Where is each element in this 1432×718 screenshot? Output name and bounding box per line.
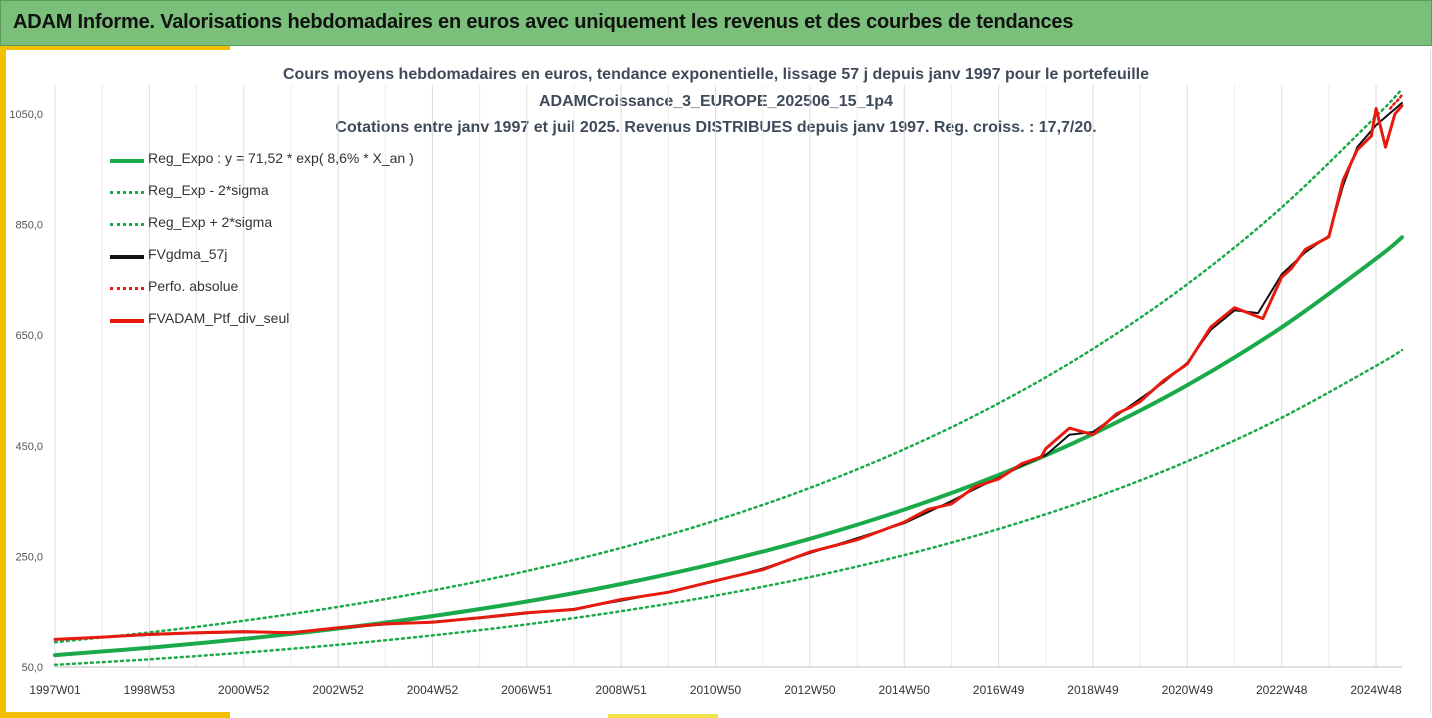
x-tick-label: 2010W50 (690, 683, 742, 697)
x-tick-label: 2014W50 (879, 683, 931, 697)
x-tick-label: 2002W52 (312, 683, 364, 697)
x-tick-label: 2016W49 (973, 683, 1025, 697)
x-tick-label: 2004W52 (407, 683, 459, 697)
legend-label: FVgdma_57j (148, 246, 228, 262)
report-title: ADAM Informe. Valorisations hebdomadaire… (13, 11, 1074, 33)
legend-swatch (110, 319, 144, 323)
x-tick-label: 2012W50 (784, 683, 836, 697)
y-tick-label: 650,0 (15, 330, 43, 342)
legend-swatch (110, 255, 144, 259)
y-tick-label: 50,0 (22, 662, 43, 674)
accent-bar-bottom-center (608, 714, 718, 718)
series-line-ptf (53, 104, 1404, 641)
x-tick-label: 2008W51 (595, 683, 647, 697)
x-tick-label: 2024W48 (1350, 683, 1402, 697)
legend-label: FVADAM_Ptf_div_seul (148, 310, 290, 326)
report-header: ADAM Informe. Valorisations hebdomadaire… (0, 0, 1432, 46)
legend-swatch (110, 287, 144, 290)
y-tick-label: 1050,0 (9, 109, 43, 121)
series-line-low (53, 348, 1404, 667)
legend-label: Reg_Expo : y = 71,52 * exp( 8,6% * X_an … (148, 150, 414, 166)
legend-label: Perfo. absolue (148, 278, 239, 294)
x-tick-label: 2022W48 (1256, 683, 1308, 697)
series-line-perfo (1388, 93, 1404, 110)
x-tick-label: 2000W52 (218, 683, 270, 697)
legend-label: Reg_Exp + 2*sigma (148, 214, 273, 230)
y-tick-label: 450,0 (15, 441, 43, 453)
accent-bar-bottom (0, 712, 230, 718)
x-tick-label: 1998W53 (124, 683, 176, 697)
x-tick-label: 1997W01 (29, 683, 81, 697)
x-tick-label: 2018W49 (1067, 683, 1119, 697)
chart-title-line-1: Cours moyens hebdomadaires en euros, ten… (282, 66, 1150, 83)
x-tick-label: 2020W49 (1162, 683, 1214, 697)
legend-swatch (110, 159, 144, 163)
y-tick-label: 850,0 (15, 220, 43, 232)
series-line-high (53, 87, 1404, 644)
chart-frame (6, 50, 1431, 714)
legend-swatch (110, 191, 144, 194)
legend-label: Reg_Exp - 2*sigma (148, 182, 269, 198)
legend-swatch (110, 223, 144, 226)
y-tick-label: 250,0 (15, 551, 43, 563)
accent-bar-left (0, 46, 6, 718)
accent-bar-top (0, 46, 230, 50)
x-tick-label: 2006W51 (501, 683, 553, 697)
